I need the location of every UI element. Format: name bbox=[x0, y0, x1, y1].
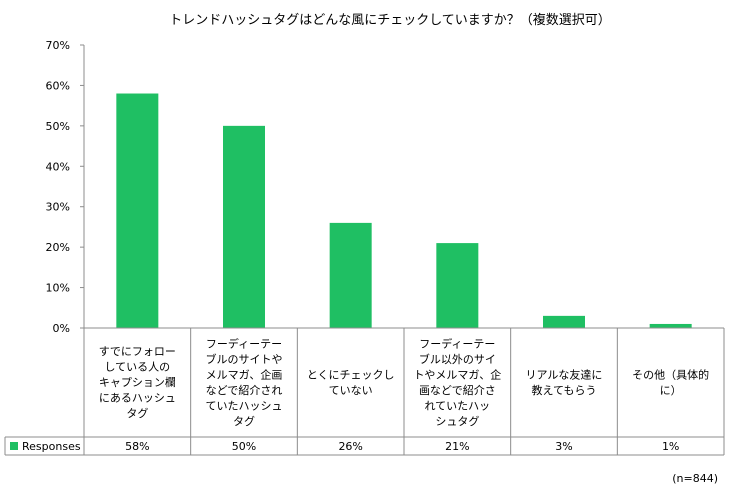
sample-size-note: (n=844) bbox=[672, 472, 718, 485]
y-tick-label: 60% bbox=[46, 79, 70, 92]
category-label: とくにチェックしていない bbox=[307, 368, 395, 397]
y-tick-label: 10% bbox=[46, 282, 70, 295]
y-tick-label: 40% bbox=[46, 160, 70, 173]
bar bbox=[329, 222, 372, 328]
y-tick-label: 30% bbox=[46, 201, 70, 214]
category-label: フーディーテーブル以外のサイトやメルマガ、企画などで紹介されていたハッシュタグ bbox=[413, 336, 501, 428]
bar bbox=[543, 315, 585, 328]
bar bbox=[649, 323, 692, 328]
legend-key bbox=[10, 442, 18, 450]
data-table: すでにフォローしている人のキャプション欄にあるハッシュタグフーディーテーブルのサ… bbox=[4, 327, 725, 456]
y-tick-label: 0% bbox=[53, 322, 70, 335]
category-label: リアルな友達に教えてもらう bbox=[526, 367, 603, 397]
series-name: Responses bbox=[22, 440, 81, 453]
bar bbox=[436, 243, 479, 328]
chart-title: トレンドハッシュタグはどんな風にチェックしていますか？（複数選択可） bbox=[169, 12, 611, 28]
y-tick-label: 50% bbox=[46, 120, 70, 133]
bar bbox=[223, 125, 265, 328]
y-axis: 0% 10% 20% 30% 40% 50% 60% 70% bbox=[46, 39, 85, 335]
table-value: 1% bbox=[662, 440, 679, 453]
y-tick-label: 70% bbox=[46, 39, 70, 52]
table-value: 58% bbox=[125, 440, 149, 453]
category-label: フーディーテーブルのサイトやメルマガ、企画などで紹介されていたハッシュタグ bbox=[206, 336, 283, 428]
bar bbox=[116, 93, 159, 328]
table-value: 3% bbox=[555, 440, 572, 453]
category-label: その他（具体的に） bbox=[632, 367, 709, 397]
category-label: すでにフォローしている人のキャプション欄にあるハッシュタグ bbox=[99, 345, 176, 420]
bars bbox=[116, 93, 692, 328]
y-tick-label: 20% bbox=[46, 241, 70, 254]
table-value: 26% bbox=[338, 440, 362, 453]
table-value: 50% bbox=[232, 440, 256, 453]
table-value: 21% bbox=[445, 440, 469, 453]
